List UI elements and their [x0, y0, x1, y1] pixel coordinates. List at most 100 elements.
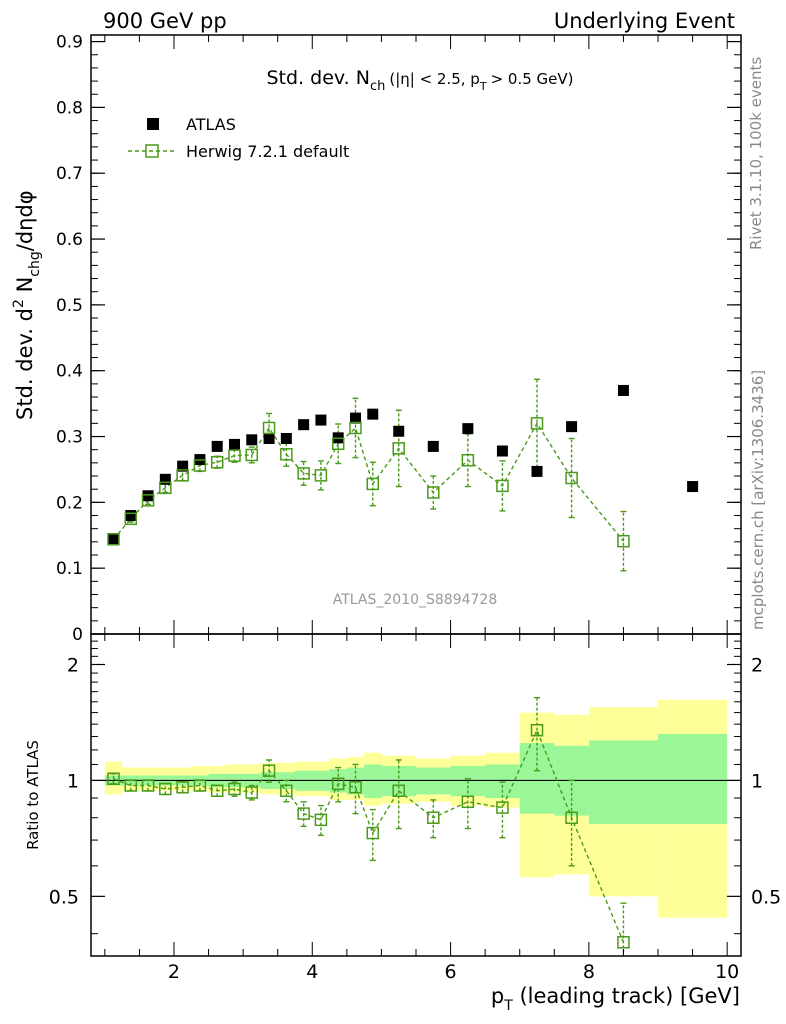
x-axis-label: pT (leading track) [GeV]: [491, 984, 740, 1014]
ratio-herwig-point: [228, 782, 241, 796]
ratio-herwig-point: [461, 795, 475, 809]
herwig-point: [262, 421, 276, 435]
main-plot-panel: 0 0.1 0.2 0.3 0.4 0.5 0.6 0.7 0.8 0.9 Std. dev. N…: [11, 33, 742, 645]
atlas-point: [531, 465, 543, 477]
herwig-point: [392, 442, 405, 455]
herwig-point: [141, 494, 155, 507]
ratio-herwig-point: [280, 784, 293, 798]
legend: ATLAS Herwig 7.2.1 default: [128, 115, 349, 161]
ratio-plot-ticks: 0.5 0.5 1 1 2 2 2 4 6 8 10: [49, 634, 781, 983]
herwig-point: [159, 481, 172, 495]
herwig-point: [245, 448, 259, 462]
herwig-point: [366, 477, 380, 491]
ratio-herwig-point: [314, 813, 328, 827]
ratio-herwig-point: [392, 784, 405, 798]
atlas-point: [211, 440, 223, 452]
ratio-herwig-point: [427, 811, 440, 824]
y-tick-label: 0.7: [56, 164, 83, 184]
atlas-point: [246, 434, 258, 446]
ratio-herwig-point: [262, 764, 276, 777]
herwig-point: [228, 449, 241, 462]
ratio-herwig-point: [565, 811, 578, 824]
herwig-point: [349, 421, 362, 435]
ratio-herwig-point: [617, 935, 630, 949]
y-axis-label: Std. dev. d2 Nchg/dηdφ: [11, 190, 43, 420]
y-tick-label: 0: [72, 625, 83, 645]
atlas-point: [142, 490, 154, 502]
x-tick-label: 6: [445, 961, 457, 983]
atlas-point: [367, 408, 379, 420]
herwig-point: [107, 532, 120, 546]
inner-uncertainty-band: [588, 740, 659, 825]
atlas-point: [462, 423, 474, 435]
atlas-point: [687, 481, 699, 493]
atlas-point: [107, 534, 119, 546]
x-tick-label: 2: [168, 961, 180, 983]
ratio-plot-panel: 0.5 0.5 1 1 2 2 2 4 6 8 10 Ratio to ATLAS pT (lead…: [24, 633, 781, 1014]
ratio-herwig-point: [530, 723, 544, 737]
atlas-point: [617, 384, 629, 396]
herwig-point: [617, 534, 630, 548]
atlas-point: [177, 460, 189, 472]
atlas-point: [496, 445, 508, 457]
inner-uncertainty-band: [658, 733, 728, 825]
ratio-herwig-point: [349, 780, 362, 794]
herwig-point: [124, 512, 138, 526]
atlas-point: [566, 421, 578, 433]
ratio-herwig-point: [496, 801, 509, 814]
ratio-y-axis-label: Ratio to ATLAS: [24, 740, 42, 850]
ratio-bands: [91, 699, 741, 918]
herwig-point: [280, 448, 293, 461]
ratio-herwig-point: [331, 777, 345, 791]
mcplots-label: mcplots.cern.ch [arXiv:1306.3436]: [749, 370, 767, 630]
x-tick-label: 10: [715, 961, 739, 983]
herwig-point: [530, 417, 544, 430]
y-tick-label: 0.9: [56, 33, 83, 53]
y-tick-label: 0.8: [56, 98, 83, 118]
atlas-point: [280, 433, 292, 445]
main-plot-data: [107, 378, 699, 572]
y-tick-label: 0.5: [56, 296, 83, 316]
plot-title: Std. dev. Nch (|η| < 2.5, pT > 0.5 GeV): [266, 67, 573, 94]
legend-herwig-label: Herwig 7.2.1 default: [186, 142, 349, 161]
legend-herwig-marker: [145, 144, 159, 158]
herwig-point: [461, 453, 475, 467]
legend-atlas-marker: [147, 118, 159, 130]
atlas-point: [349, 412, 361, 424]
header-left: 900 GeV pp: [103, 9, 227, 33]
atlas-point: [315, 414, 327, 426]
atlas-point: [125, 510, 137, 522]
herwig-line: [112, 421, 624, 542]
ratio-y-tick-label: 1: [67, 770, 79, 792]
y-tick-label: 0.6: [56, 230, 83, 250]
ratio-herwig-point: [297, 807, 310, 820]
atlas-point: [263, 433, 275, 445]
ratio-herwig-point: [366, 826, 380, 840]
header-right: Underlying Event: [554, 9, 735, 33]
ratio-herwig-point: [141, 779, 155, 792]
atlas-point: [228, 438, 240, 450]
y-tick-label: 0.1: [56, 559, 83, 579]
ratio-herwig-point: [193, 779, 207, 792]
ratio-y-tick-label-right: 0.5: [751, 886, 781, 908]
herwig-point: [193, 459, 207, 472]
ratio-herwig-point: [107, 772, 120, 786]
ratio-herwig-point: [176, 780, 189, 794]
atlas-point: [298, 419, 310, 431]
analysis-watermark: ATLAS_2010_S8894728: [333, 592, 498, 608]
inner-uncertainty-band: [485, 764, 520, 799]
ratio-herwig-point: [210, 784, 224, 798]
atlas-point: [427, 440, 439, 452]
y-tick-label: 0.3: [56, 428, 83, 448]
x-tick-label: 8: [583, 961, 595, 983]
ratio-herwig-point: [159, 782, 172, 796]
ratio-plot-data: [107, 696, 630, 956]
herwig-point: [496, 479, 509, 493]
legend-atlas-label: ATLAS: [186, 115, 236, 134]
ratio-y-tick-label-right: 2: [751, 654, 763, 676]
herwig-point: [297, 467, 310, 480]
main-plot-ticks: 0 0.1 0.2 0.3 0.4 0.5 0.6 0.7 0.8 0.9: [56, 33, 741, 645]
herwig-point: [314, 469, 328, 482]
ratio-y-tick-label-right: 1: [751, 770, 763, 792]
herwig-point: [331, 437, 345, 451]
